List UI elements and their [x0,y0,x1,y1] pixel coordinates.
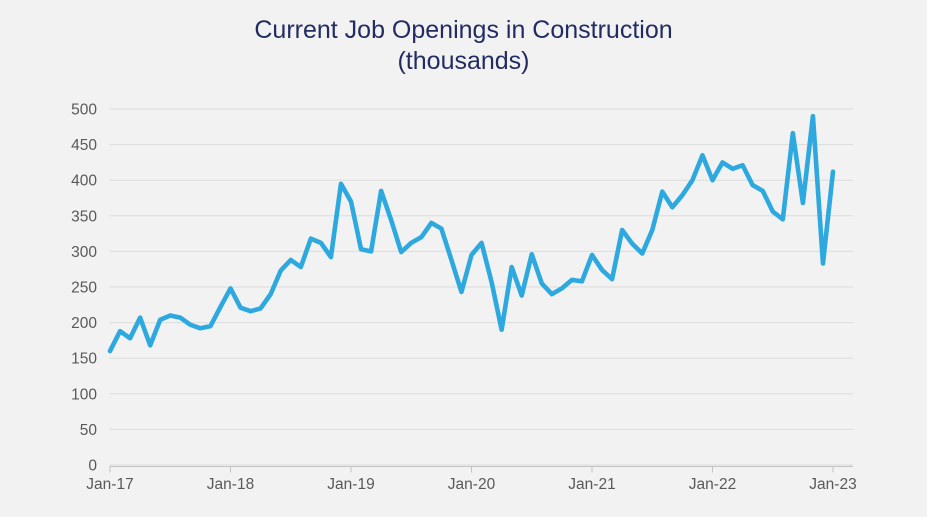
y-tick-label: 200 [71,315,97,332]
data-line-series [107,113,836,354]
x-tick-label: Jan-21 [568,476,615,493]
gridlines [109,108,853,466]
y-axis-labels: 0 50 100 150 200 250 300 350 400 450 500 [71,102,97,475]
y-tick-label: 300 [71,244,97,261]
x-axis [109,466,853,473]
y-tick-label: 400 [71,173,97,190]
x-tick-label: Jan-18 [207,476,254,493]
x-tick-label: Jan-19 [327,476,374,493]
y-tick-label: 350 [71,208,97,225]
chart-title-line1: Current Job Openings in Construction [254,16,673,44]
y-tick-label: 450 [71,137,97,154]
chart-title-line2: (thousands) [397,47,530,75]
y-tick-label: 500 [71,102,97,119]
x-tick-label: Jan-22 [689,476,736,493]
x-tick-label: Jan-20 [448,476,496,493]
x-tick-label: Jan-17 [86,476,133,493]
y-tick-label: 150 [71,351,97,368]
y-tick-label: 250 [71,280,97,297]
y-tick-label: 50 [80,422,98,439]
y-tick-label: 0 [88,458,97,475]
chart-title: Current Job Openings in Construction (th… [0,15,927,77]
x-axis-labels: Jan-17 Jan-18 Jan-19 Jan-20 Jan-21 Jan-22 Jan-… [86,476,856,493]
y-tick-label: 100 [71,386,97,403]
x-tick-label: Jan-23 [809,476,856,493]
